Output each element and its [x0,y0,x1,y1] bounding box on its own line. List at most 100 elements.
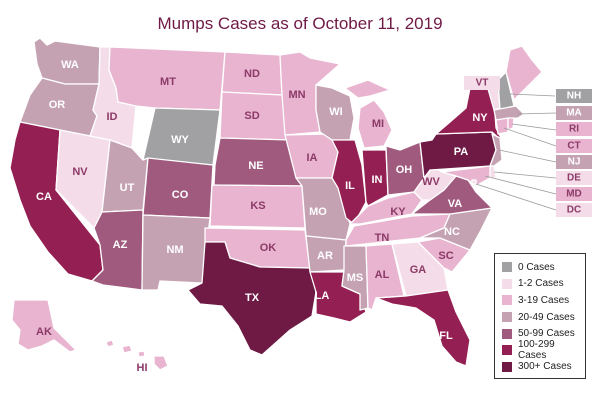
legend-item: 0 Cases [502,259,585,276]
state-label-mt: MT [160,76,176,88]
legend-swatch [502,262,512,273]
state-label-ok: OK [260,242,277,254]
legend-label: 0 Cases [518,261,555,273]
state-ri[interactable] [507,117,515,131]
state-label-az: AZ [113,239,128,251]
legend-swatch [502,278,512,289]
legend-swatch [502,345,512,356]
state-label-id: ID [107,111,118,123]
state-me[interactable] [505,45,543,101]
state-ut[interactable] [101,139,149,213]
legend-item: 100-299 Cases [502,339,585,362]
state-label-ky: KY [390,206,406,218]
state-label-sc: SC [438,250,453,262]
state-labels: WA OR CA NV ID MT WY UT AZ CO NM ND SD NE KS OK TX MN IA MO… [36,59,488,374]
legend-item: 20-49 Cases [502,309,585,326]
state-box-ma [556,106,592,120]
state-label-oh: OH [396,164,413,176]
state-box-nj [556,155,592,169]
state-label-al: AL [375,269,390,281]
state-label-tn: TN [375,232,390,244]
legend-item: 1-2 Cases [502,276,585,293]
state-label-co: CO [172,189,189,201]
legend-label: 20-49 Cases [518,311,575,323]
state-box-ri [556,122,592,136]
state-label-ar: AR [317,250,333,262]
legend-label: 100-299 Cases [518,339,555,362]
legend-swatch [502,295,512,306]
state-label-ca: CA [36,191,52,203]
state-label-ri: RI [569,124,579,135]
state-fl[interactable] [375,289,471,367]
state-md[interactable] [441,165,491,187]
state-ma[interactable] [493,105,525,121]
state-label-mn: MN [288,89,305,101]
state-label-mi: MI [372,118,384,130]
state-label-fl: FL [439,330,453,342]
state-label-md: MD [566,189,582,200]
state-label-ks: KS [250,200,265,212]
state-label-vt: VT [476,78,489,89]
state-box-dc [556,203,592,217]
state-hi[interactable] [105,339,169,371]
state-ga[interactable] [391,241,449,297]
state-il[interactable] [331,139,367,225]
state-box-ct [556,139,592,153]
state-label-wv: WV [422,176,440,188]
state-label-wy: WY [171,134,189,146]
state-label-dc: DC [567,205,581,216]
state-label-nd: ND [244,68,260,80]
state-label-la: LA [315,290,330,302]
state-box-nh [556,89,592,103]
legend-swatch [502,312,512,323]
legend: 0 Cases 1-2 Cases 3-19 Cases 20-49 Cases 50-… [494,253,586,379]
state-label-nh: NH [567,91,581,102]
external-state-labels: VT NH MA RI CT NJ DE MD DC [464,76,592,217]
state-label-pa: PA [454,146,469,158]
state-box-vt [464,76,500,90]
state-label-ms: MS [347,272,364,284]
state-ct[interactable] [495,117,509,135]
leader-lines [475,93,557,211]
state-label-nj: NJ [568,157,581,168]
legend-label: 300+ Cases [518,361,572,373]
state-label-wa: WA [61,59,79,71]
state-ak[interactable] [11,299,77,353]
state-box-md [556,187,592,201]
legend-label: 50-99 Cases [518,328,575,340]
state-label-nm: NM [166,244,183,256]
state-label-nv: NV [72,166,88,178]
state-box-de [556,171,592,185]
legend-swatch [502,328,512,339]
legend-item: 50-99 Cases [502,325,585,342]
state-label-sd: SD [244,110,259,122]
map-title: Mumps Cases as of October 11, 2019 [157,14,443,33]
state-label-wi: WI [329,106,342,118]
state-label-ak: AK [36,326,52,338]
state-sc[interactable] [417,237,471,273]
state-tx[interactable] [187,241,317,356]
state-mi[interactable] [344,79,393,149]
legend-swatch [502,361,512,372]
state-co[interactable] [142,157,214,219]
state-label-ny: NY [472,112,488,124]
state-label-ct: CT [567,141,580,152]
state-in[interactable] [361,149,389,207]
state-label-mo: MO [309,206,327,218]
state-label-ia: IA [307,152,318,164]
state-label-va: VA [448,198,463,210]
state-nc[interactable] [419,207,493,251]
legend-label: 1-2 Cases [518,278,564,290]
state-label-or: OR [49,99,66,111]
state-label-de: DE [567,173,581,184]
state-label-ma: MA [566,108,582,119]
state-label-ne: NE [248,160,263,172]
state-label-ga: GA [410,264,427,276]
state-label-in: IN [372,174,383,186]
state-label-ut: UT [120,182,135,194]
state-label-tx: TX [245,292,260,304]
legend-item: 300+ Cases [502,359,585,376]
state-label-nc: NC [444,226,460,238]
state-dc[interactable] [471,179,477,185]
